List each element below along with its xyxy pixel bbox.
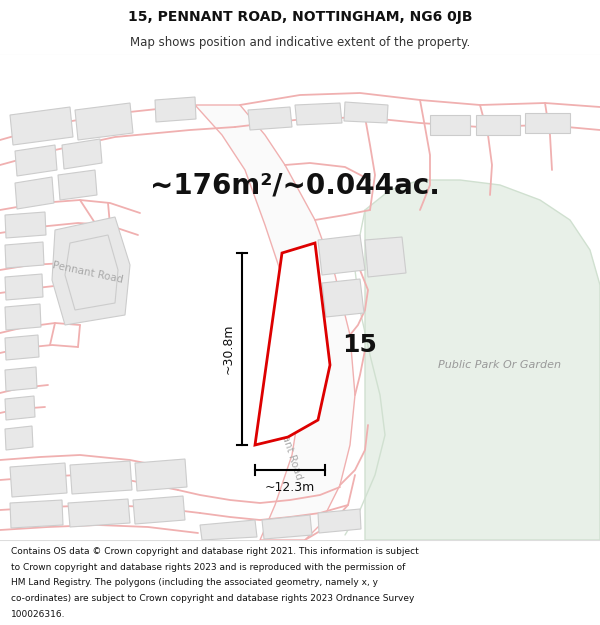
Polygon shape [5, 426, 33, 450]
Polygon shape [322, 279, 364, 317]
Text: 15: 15 [343, 333, 377, 357]
Polygon shape [75, 103, 133, 140]
Text: ~12.3m: ~12.3m [265, 481, 315, 494]
Polygon shape [15, 145, 57, 176]
Polygon shape [365, 180, 600, 540]
Polygon shape [70, 461, 132, 494]
Polygon shape [62, 139, 102, 169]
Text: co-ordinates) are subject to Crown copyright and database rights 2023 Ordnance S: co-ordinates) are subject to Crown copyr… [11, 594, 414, 603]
Polygon shape [255, 243, 330, 445]
Polygon shape [476, 115, 520, 135]
Polygon shape [10, 107, 73, 145]
Polygon shape [65, 235, 118, 310]
Polygon shape [318, 509, 361, 533]
Polygon shape [5, 367, 37, 391]
Polygon shape [5, 274, 43, 300]
Polygon shape [5, 242, 44, 268]
Polygon shape [5, 396, 35, 420]
Polygon shape [295, 103, 342, 125]
Polygon shape [10, 500, 63, 528]
Polygon shape [5, 304, 41, 330]
Polygon shape [248, 107, 292, 130]
Polygon shape [15, 177, 54, 209]
Polygon shape [200, 520, 257, 540]
Text: ~176m²/~0.044ac.: ~176m²/~0.044ac. [150, 171, 440, 199]
Polygon shape [195, 105, 355, 540]
Text: HM Land Registry. The polygons (including the associated geometry, namely x, y: HM Land Registry. The polygons (includin… [11, 578, 378, 587]
Polygon shape [58, 170, 97, 200]
Polygon shape [344, 102, 388, 123]
Polygon shape [318, 235, 365, 275]
Text: Pennant Road: Pennant Road [272, 409, 304, 481]
Text: 100026316.: 100026316. [11, 610, 65, 619]
Text: to Crown copyright and database rights 2023 and is reproduced with the permissio: to Crown copyright and database rights 2… [11, 562, 405, 571]
Polygon shape [525, 113, 570, 133]
Polygon shape [430, 115, 470, 135]
Polygon shape [5, 212, 46, 238]
Polygon shape [52, 217, 130, 325]
Text: Pennant Road: Pennant Road [52, 261, 124, 286]
Polygon shape [135, 459, 187, 491]
Text: Map shows position and indicative extent of the property.: Map shows position and indicative extent… [130, 36, 470, 49]
Polygon shape [365, 237, 406, 277]
Polygon shape [10, 463, 67, 497]
Text: 15, PENNANT ROAD, NOTTINGHAM, NG6 0JB: 15, PENNANT ROAD, NOTTINGHAM, NG6 0JB [128, 9, 472, 24]
Polygon shape [68, 499, 130, 527]
Polygon shape [133, 496, 185, 524]
Text: ~30.8m: ~30.8m [221, 324, 235, 374]
Polygon shape [5, 335, 39, 360]
Text: Public Park Or Garden: Public Park Or Garden [439, 360, 562, 370]
Polygon shape [155, 97, 196, 122]
Text: Contains OS data © Crown copyright and database right 2021. This information is : Contains OS data © Crown copyright and d… [11, 547, 419, 556]
Polygon shape [262, 515, 312, 539]
